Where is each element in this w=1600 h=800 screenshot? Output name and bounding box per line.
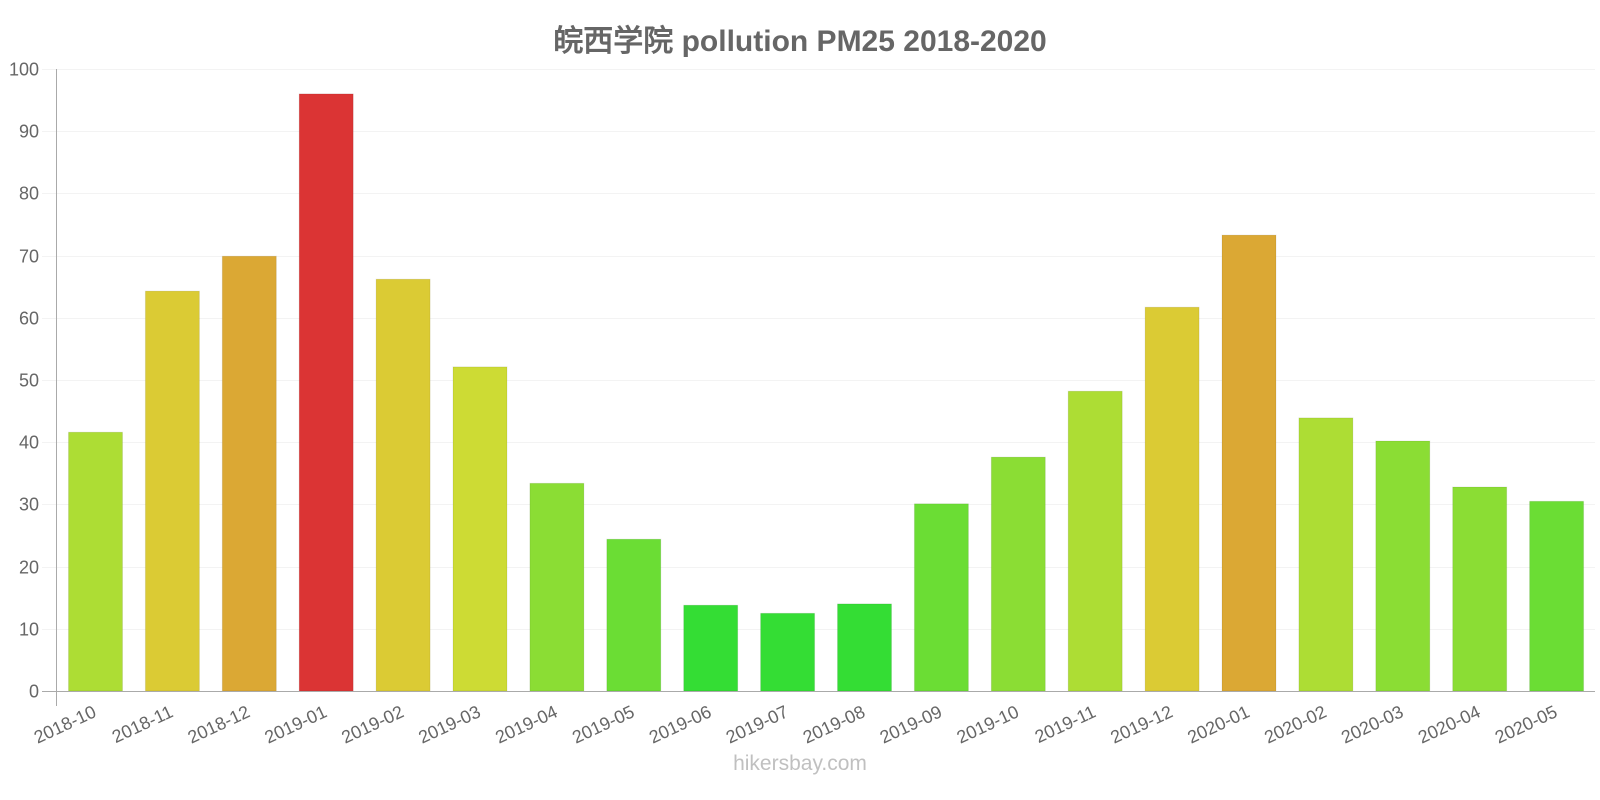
x-tick-label: 2019-10 [954, 701, 1022, 747]
x-tick-label: 2019-01 [262, 701, 330, 747]
bars [68, 93, 1585, 692]
bar-2018-12[interactable] [221, 255, 277, 692]
x-tick-label: 2019-04 [492, 701, 560, 747]
x-tick-label: 2019-05 [569, 701, 637, 747]
bar-2019-09[interactable] [913, 503, 969, 692]
bar-2019-06[interactable] [683, 604, 739, 692]
x-tick-label: 2020-04 [1415, 701, 1483, 747]
y-tick-label: 70 [19, 247, 39, 267]
x-tick-label: 2019-09 [877, 701, 945, 747]
y-axis-ticks: 0 10 20 30 40 50 60 70 80 90 100 [9, 60, 56, 702]
y-tick-label: 60 [19, 309, 39, 329]
bar-2019-12[interactable] [1144, 306, 1200, 692]
y-tick-label: 10 [19, 620, 39, 640]
x-tick-label: 2020-01 [1184, 701, 1252, 747]
gridlines [57, 69, 1595, 630]
bar-2019-04[interactable] [529, 482, 585, 692]
bar-2020-02[interactable] [1298, 417, 1354, 692]
x-tick-label: 2019-08 [800, 701, 868, 747]
y-tick-label: 50 [19, 371, 39, 391]
bar-2019-03[interactable] [452, 366, 508, 692]
bar-2019-05[interactable] [606, 538, 662, 692]
chart-title: 皖西学院 pollution PM25 2018-2020 [553, 25, 1047, 58]
x-axis-ticks: 2018-10 2018-11 2018-12 2019-01 2019-02 2019-… [31, 701, 1560, 747]
y-tick-label: 20 [19, 558, 39, 578]
bar-2020-04[interactable] [1452, 486, 1508, 692]
x-tick-label: 2019-07 [723, 701, 791, 747]
x-tick-label: 2019-03 [415, 701, 483, 747]
bar-2018-10[interactable] [68, 431, 123, 692]
x-tick-label: 2019-11 [1032, 701, 1099, 746]
y-tick-label: 40 [19, 433, 39, 453]
bar-2019-02[interactable] [375, 278, 431, 692]
x-tick-label: 2020-05 [1492, 701, 1560, 747]
y-tick-label: 0 [29, 682, 39, 702]
bar-2020-01[interactable] [1221, 234, 1277, 692]
bar-2019-01[interactable] [298, 93, 354, 692]
y-tick-label: 90 [19, 122, 39, 142]
y-tick-label: 100 [9, 60, 39, 80]
watermark: hikersbay.com [733, 752, 867, 775]
y-tick-label: 30 [19, 495, 39, 515]
x-tick-label: 2018-12 [185, 701, 253, 747]
bar-2019-08[interactable] [837, 603, 892, 692]
bar-2019-11[interactable] [1067, 390, 1123, 692]
x-tick-label: 2019-06 [646, 701, 714, 747]
x-tick-label: 2019-02 [338, 701, 406, 747]
x-tick-label: 2018-11 [109, 701, 176, 746]
x-tick-label: 2018-10 [31, 701, 99, 747]
x-tick-label: 2020-02 [1261, 701, 1329, 747]
bar-2020-05[interactable] [1529, 500, 1585, 692]
bar-2019-07[interactable] [760, 612, 816, 692]
bar-2018-11[interactable] [144, 290, 200, 692]
bar-2019-10[interactable] [990, 456, 1046, 692]
y-tick-label: 80 [19, 184, 39, 204]
bar-2020-03[interactable] [1375, 440, 1431, 692]
x-tick-label: 2019-12 [1107, 701, 1175, 747]
x-tick-label: 2020-03 [1338, 701, 1406, 747]
